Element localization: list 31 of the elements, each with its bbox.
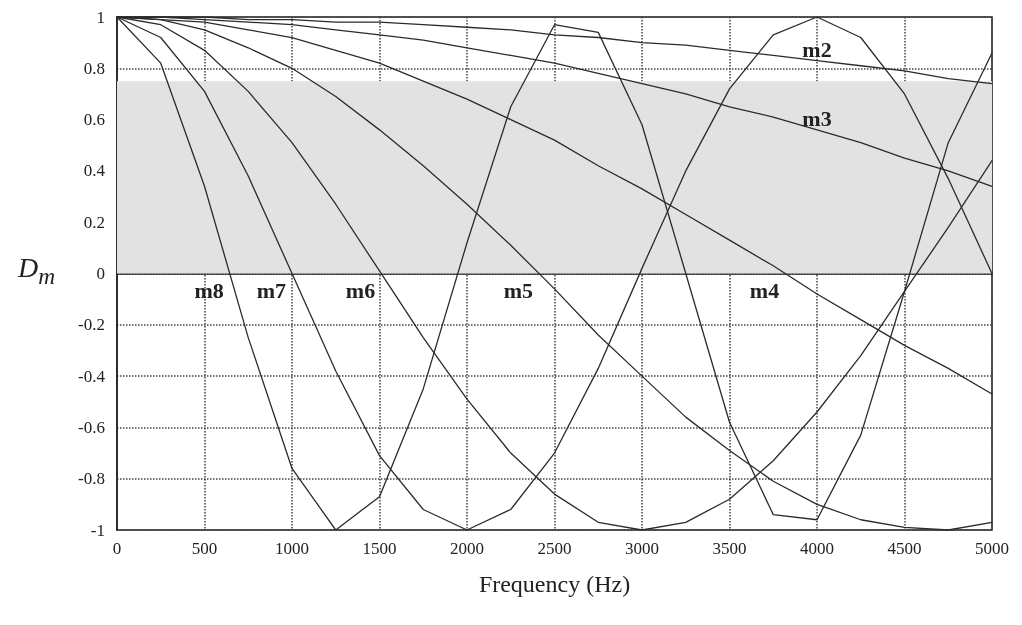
y-tick-label: 0.6	[83, 110, 105, 130]
y-tick-label: -0.6	[78, 417, 105, 437]
y-tick-label: 0	[96, 264, 105, 283]
y-tick-label: 0.8	[83, 58, 105, 78]
x-tick-label: 1500	[362, 539, 397, 558]
x-tick-label: 1000	[275, 539, 309, 558]
y-axis-title: D$_{m}$	[18, 252, 56, 290]
series-label: m5	[503, 278, 534, 303]
series-label: m3	[802, 106, 832, 132]
x-tick-label: 3500	[712, 539, 747, 558]
x-tick-label: 3000	[625, 539, 659, 558]
x-tick-label: 2000	[450, 539, 484, 558]
series-label: m6	[345, 278, 376, 303]
x-tick-label: 5000	[975, 539, 1009, 558]
y-tick-label: 0.2	[83, 212, 105, 232]
x-tick-label: 4000	[800, 539, 834, 558]
y-tick-label: -0.4	[78, 366, 106, 386]
y-tick-label: -0.8	[78, 469, 105, 489]
x-tick-label: 0	[112, 539, 122, 558]
series-label: m8	[194, 278, 224, 303]
y-tick-label: 0.4	[83, 161, 106, 181]
y-tick-label: -1	[90, 520, 105, 540]
x-axis-title: Frequency (Hz)	[478, 571, 631, 597]
x-tick-label: 4500	[887, 539, 922, 558]
series-label: m7	[256, 278, 286, 303]
series-label: m4	[749, 278, 780, 303]
x-tick-label: 500	[191, 539, 218, 558]
series-label: m2	[802, 37, 832, 63]
y-tick-label: -0.2	[78, 315, 105, 335]
x-tick-label: 2500	[537, 539, 572, 558]
y-tick-label: 1	[96, 7, 105, 27]
